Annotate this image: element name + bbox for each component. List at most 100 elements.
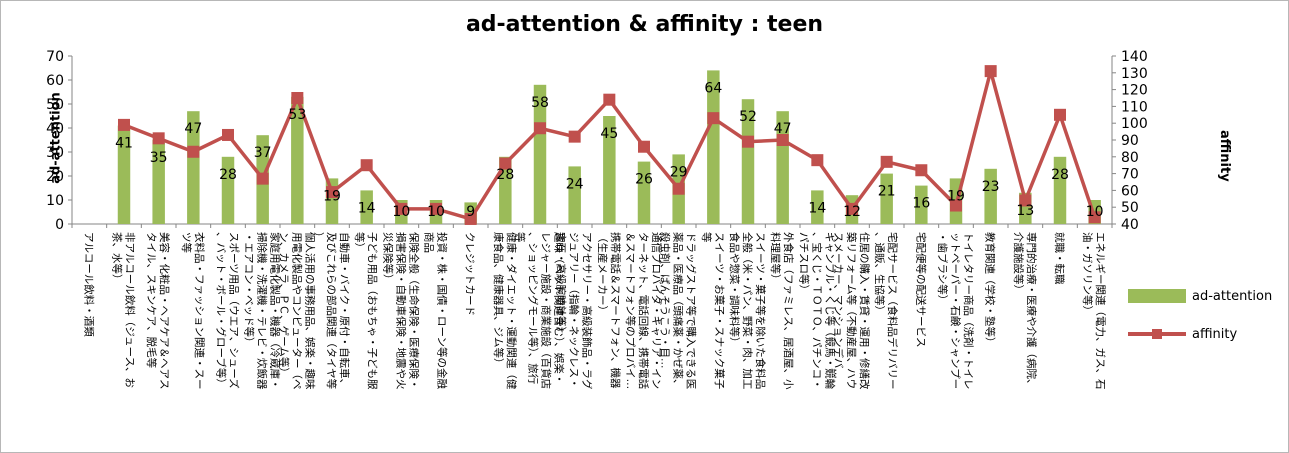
x-category-label: 健康・ダイエット・運動関連（健 <box>505 232 518 390</box>
bar-data-label: 12 <box>843 204 861 220</box>
y-right-tick-label: 100 <box>1121 116 1148 132</box>
bar-data-label: 58 <box>531 95 549 111</box>
x-category-label: ジュアリー（指輪・ネックレス・ <box>568 232 581 389</box>
x-category-label: 及びこれらの部品関連（タイヤ等 <box>325 232 338 390</box>
bar-data-label: 41 <box>115 136 133 152</box>
x-category-label: 食品や惣菜・調味料等） <box>728 232 741 348</box>
y-right-tick-label: 80 <box>1121 150 1139 166</box>
marker-affinity <box>950 199 962 212</box>
bar-data-label: 26 <box>635 172 653 188</box>
x-category-label: スイーツ・菓子等を除いた食料品 <box>754 232 767 389</box>
marker-affinity <box>776 134 789 146</box>
x-category-label: 趣味（ペット関連含む）、娯楽・ <box>553 232 566 384</box>
x-category-label: 衣料品・ファッション関連・スー <box>193 232 206 390</box>
bar-data-label: 14 <box>358 200 376 216</box>
x-category-label: （生産メーカー） <box>596 232 609 316</box>
marker-affinity <box>672 182 685 195</box>
x-category-label: ターネット、電話回線、携帯電話 <box>637 232 650 390</box>
x-category-label: 子ども用品（おもちゃ・子ども服 <box>366 232 378 390</box>
x-category-label: 康食品、健康器具、ジム等） <box>492 232 505 369</box>
bar-data-label: 47 <box>184 121 202 137</box>
legend-item-ad-attention: ad-attention <box>1128 286 1272 306</box>
marker-affinity <box>1019 194 1032 207</box>
x-category-label: 自動車・バイク・原付・自転車、 <box>338 232 351 389</box>
x-category-label: スイーツ・お菓子・スナック菓子 <box>713 232 725 389</box>
bar-ad-attention <box>1053 156 1067 224</box>
x-category-label: 油・ガソリン等） <box>1081 232 1094 316</box>
chart-title: ad-attention & affinity : teen <box>465 12 824 37</box>
x-category-label: レジャー施設・商業施設（百貨店 <box>540 232 553 389</box>
bar-ad-attention <box>499 156 512 224</box>
marker-affinity <box>915 164 928 177</box>
marker-affinity <box>187 145 200 158</box>
x-category-label: 等） <box>353 232 366 253</box>
x-category-label: 等 <box>514 232 527 243</box>
bar-data-label: 53 <box>288 107 306 123</box>
marker-affinity <box>291 92 304 104</box>
bar-ad-attention <box>360 190 373 224</box>
x-category-label: 個人活用の事務用品、娯楽・趣味 <box>303 232 316 390</box>
y-right-tick-label: 60 <box>1121 183 1139 199</box>
bar-data-label: 52 <box>739 109 757 125</box>
x-category-label: エネルギー関連（電力、ガス、石 <box>1094 232 1107 390</box>
bar-data-label: 24 <box>566 176 584 192</box>
x-category-label: クレジットカード <box>464 232 476 316</box>
legend-label-ad-attention: ad-attention <box>1192 288 1273 304</box>
x-category-label: 宅配便等の配送サービス <box>914 232 927 348</box>
x-category-label: トイレタリー商品（洗剤・トイレ <box>962 232 975 390</box>
bar-data-label: 23 <box>982 179 1000 195</box>
bar-data-label: 9 <box>466 204 475 220</box>
bar-data-label: 19 <box>947 188 965 204</box>
x-category-label: 掃除機・洗濯機・テレビ・炊飯器 <box>256 232 269 390</box>
x-category-label: 宝石・高級腕時計等） <box>555 232 568 337</box>
y-left-tick-label: 60 <box>46 73 64 89</box>
x-category-label: 通信プロバイダ・キャリア・イン <box>650 232 663 389</box>
x-category-label: 宅配サービス（食料品デリバリー <box>886 232 899 390</box>
bar-data-label: 37 <box>254 145 272 161</box>
y-right-tick-label: 110 <box>1121 99 1148 115</box>
marker-affinity <box>430 202 442 215</box>
marker-affinity <box>1088 211 1101 224</box>
bar-data-label: 64 <box>704 80 722 96</box>
y-right-tick-label: 50 <box>1121 200 1139 216</box>
marker-affinity <box>534 122 546 135</box>
x-category-label: アクセサリー・高級装飾品・ラグ <box>581 232 594 390</box>
bar-data-label: 28 <box>219 167 237 183</box>
y-right-tick-label: 140 <box>1121 49 1148 65</box>
bar-ad-attention <box>568 166 581 224</box>
x-category-label: 保険全般（生命保険・医療保険・ <box>407 232 420 390</box>
x-category-label: 料理屋等） <box>769 232 782 285</box>
y-left-tick-label: 70 <box>46 49 64 65</box>
x-category-label: ＆スマートフォン等のプロバイ… <box>624 232 637 389</box>
marker-affinity <box>742 135 754 148</box>
bar-ad-attention <box>915 185 928 224</box>
bar-data-label: 28 <box>1051 167 1069 183</box>
bar-data-label: 45 <box>600 126 618 142</box>
bar-ad-attention <box>187 111 200 224</box>
marker-affinity <box>811 154 824 167</box>
marker-affinity <box>880 155 893 168</box>
y-right-tick-label: 40 <box>1121 217 1139 233</box>
bar-data-label: 29 <box>670 164 688 180</box>
x-category-label: 、通販、生協等） <box>873 232 886 316</box>
x-category-label: 災保険等） <box>381 232 394 285</box>
x-category-label: 、バット・ボール・グローブ等） <box>215 232 228 389</box>
marker-affinity <box>707 112 720 125</box>
bar-ad-attention <box>291 96 304 224</box>
legend-item-affinity: affinity <box>1128 324 1272 344</box>
x-category-label: 住居の購入・賃貸・運用・修繕改 <box>858 232 871 390</box>
x-category-label: ットペーパー・石鹸・シャンプー <box>949 232 962 389</box>
marker-affinity <box>1054 108 1066 121</box>
x-category-label: 家庭用電化製品・機器（冷蔵庫・ <box>269 232 282 390</box>
bar-ad-attention <box>117 125 131 224</box>
y-left-tick-label: 40 <box>46 121 64 137</box>
marker-affinity <box>395 202 408 215</box>
marker-affinity <box>984 65 997 78</box>
x-category-label: アルコール飲料・酒類 <box>82 232 95 337</box>
bar-ad-attention <box>811 190 824 224</box>
bar-ad-attention <box>603 116 616 224</box>
bar-ad-attention <box>741 99 755 224</box>
x-category-label: タイル、スキンケア、脱毛等 <box>145 232 158 369</box>
